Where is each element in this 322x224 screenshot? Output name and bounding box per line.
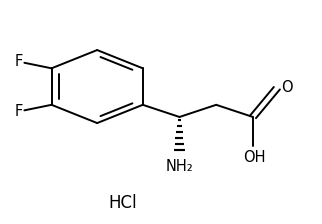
Text: F: F bbox=[14, 54, 23, 69]
Text: HCl: HCl bbox=[109, 194, 137, 212]
Text: NH₂: NH₂ bbox=[166, 159, 193, 174]
Text: O: O bbox=[281, 80, 292, 95]
Text: F: F bbox=[14, 104, 23, 119]
Text: OH: OH bbox=[243, 150, 266, 165]
